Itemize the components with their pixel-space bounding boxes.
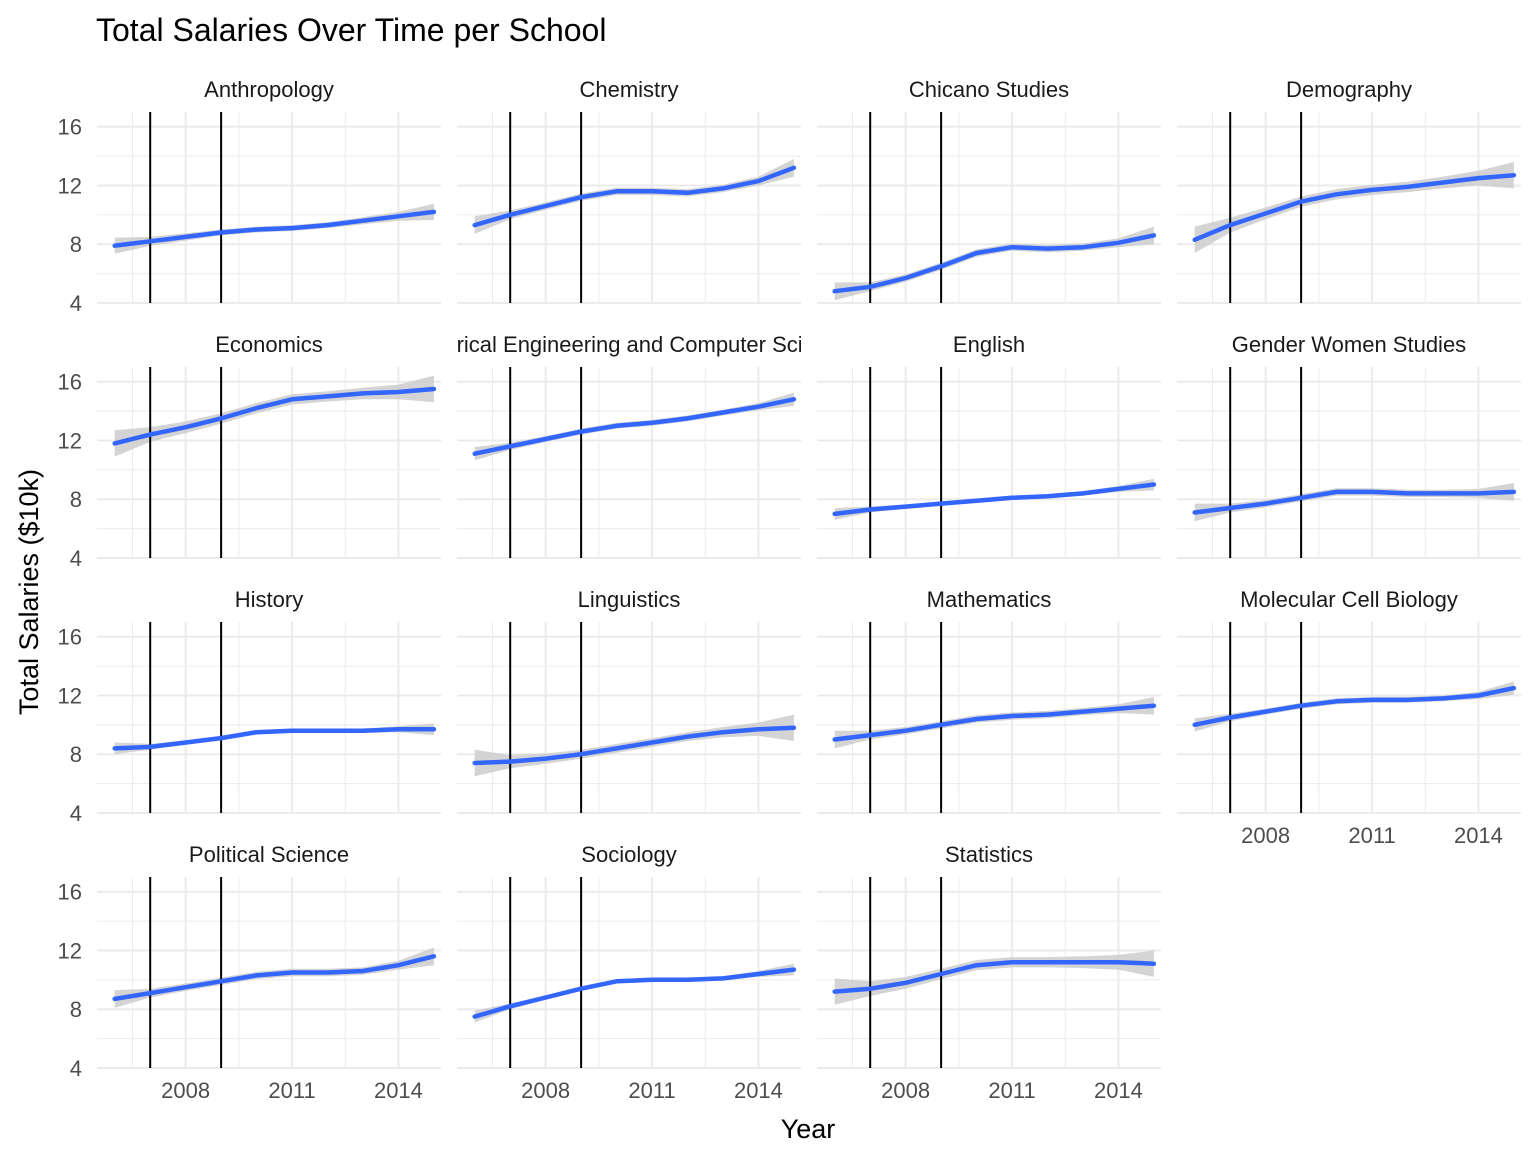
series-line bbox=[112, 727, 437, 751]
facet-panel: Sociology 2008 2011 2014 bbox=[457, 842, 801, 1103]
series-line bbox=[832, 233, 1157, 294]
facet-strip-label: History bbox=[235, 587, 303, 612]
facet-panel: Demography bbox=[1177, 77, 1521, 304]
confidence-ribbon bbox=[474, 963, 794, 1023]
series-line bbox=[472, 725, 797, 766]
confidence-ribbon bbox=[474, 159, 794, 234]
facet-panel: Political Science 4 8 12 16 2008 2011 2014 bbox=[58, 842, 441, 1103]
y-tick-label: 4 bbox=[70, 291, 82, 316]
confidence-ribbon bbox=[834, 696, 1154, 749]
y-tick-label: 16 bbox=[58, 370, 82, 395]
facet-strip-label: Gender Women Studies bbox=[1232, 332, 1466, 357]
y-tick-label: 12 bbox=[58, 173, 82, 198]
series-line bbox=[472, 967, 797, 1019]
x-tick-label: 2011 bbox=[988, 1078, 1035, 1103]
x-tick-label: 2011 bbox=[268, 1078, 315, 1103]
series-line bbox=[112, 209, 437, 248]
facet-strip-label: Anthropology bbox=[204, 77, 334, 102]
facet-strip-label: Linguistics bbox=[578, 587, 681, 612]
series-line bbox=[1192, 172, 1517, 243]
x-axis-title: Year bbox=[781, 1114, 836, 1144]
confidence-ribbon bbox=[834, 226, 1154, 301]
y-tick-label: 8 bbox=[70, 997, 82, 1022]
facet-strip-label: Economics bbox=[215, 332, 323, 357]
series-line bbox=[472, 165, 797, 228]
facet-strip-label: Mathematics bbox=[927, 587, 1052, 612]
y-axis-title: Total Salaries ($10k) bbox=[14, 469, 44, 715]
x-tick-label: 2008 bbox=[881, 1078, 930, 1103]
facet-panel: Chemistry bbox=[457, 77, 801, 304]
facet-panel: Statistics 2008 2011 2014 bbox=[817, 842, 1161, 1103]
series-line bbox=[112, 386, 437, 446]
chart-title: Total Salaries Over Time per School bbox=[96, 12, 606, 48]
series-line bbox=[832, 959, 1157, 994]
facet-panel: Economics 4 8 12 16 bbox=[58, 332, 441, 571]
confidence-ribbon bbox=[1194, 483, 1514, 522]
facet-strip-label: Demography bbox=[1286, 77, 1412, 102]
x-tick-label: 2014 bbox=[1454, 823, 1503, 848]
series-line bbox=[1192, 685, 1517, 728]
facet-strip-label: English bbox=[953, 332, 1025, 357]
y-tick-label: 8 bbox=[70, 487, 82, 512]
y-tick-label: 8 bbox=[70, 742, 82, 767]
facet-panel: Chicano Studies bbox=[817, 77, 1161, 304]
facet-panel: Mathematics bbox=[817, 587, 1161, 814]
facet-strip-label: Electrical Engineering and Computer Scie… bbox=[408, 332, 851, 357]
facet-panel: Molecular Cell Biology 2008 2011 2014 bbox=[1177, 587, 1521, 848]
series-line bbox=[112, 954, 437, 1002]
y-tick-label: 4 bbox=[70, 546, 82, 571]
facet-panel: Linguistics bbox=[457, 587, 801, 814]
x-tick-label: 2008 bbox=[521, 1078, 570, 1103]
y-tick-label: 4 bbox=[70, 1056, 82, 1081]
facet-panel: History 4 8 12 16 bbox=[58, 587, 441, 826]
facet-strip-label: Statistics bbox=[945, 842, 1033, 867]
confidence-ribbon bbox=[1194, 162, 1514, 253]
y-tick-label: 16 bbox=[58, 625, 82, 650]
confidence-ribbon bbox=[114, 375, 434, 457]
x-tick-label: 2014 bbox=[734, 1078, 783, 1103]
confidence-ribbon bbox=[1194, 681, 1514, 732]
series-line bbox=[472, 397, 797, 456]
y-tick-label: 16 bbox=[58, 115, 82, 140]
confidence-ribbon bbox=[114, 947, 434, 1008]
series-line bbox=[832, 482, 1157, 517]
facet-panel: English bbox=[817, 332, 1161, 559]
y-tick-label: 4 bbox=[70, 801, 82, 826]
facet-strip-label: Chicano Studies bbox=[909, 77, 1069, 102]
y-tick-label: 12 bbox=[58, 428, 82, 453]
facet-strip-label: Political Science bbox=[189, 842, 349, 867]
facet-strip-label: Molecular Cell Biology bbox=[1240, 587, 1458, 612]
series-line bbox=[1192, 489, 1517, 515]
y-tick-label: 12 bbox=[58, 683, 82, 708]
facet-panel: Anthropology 4 8 12 16 bbox=[58, 77, 441, 316]
facet-panel: Electrical Engineering and Computer Scie… bbox=[408, 332, 851, 559]
facet-strip-label: Sociology bbox=[581, 842, 676, 867]
x-tick-label: 2011 bbox=[628, 1078, 675, 1103]
confidence-ribbon bbox=[834, 950, 1154, 1005]
x-tick-label: 2014 bbox=[374, 1078, 423, 1103]
x-tick-label: 2008 bbox=[161, 1078, 210, 1103]
series-line bbox=[832, 703, 1157, 742]
facet-strip-label: Chemistry bbox=[579, 77, 678, 102]
facet-panel: Gender Women Studies bbox=[1177, 332, 1521, 559]
y-tick-label: 16 bbox=[58, 880, 82, 905]
y-tick-label: 8 bbox=[70, 232, 82, 257]
x-tick-label: 2014 bbox=[1094, 1078, 1143, 1103]
y-tick-label: 12 bbox=[58, 938, 82, 963]
x-tick-label: 2011 bbox=[1348, 823, 1395, 848]
x-tick-label: 2008 bbox=[1241, 823, 1290, 848]
